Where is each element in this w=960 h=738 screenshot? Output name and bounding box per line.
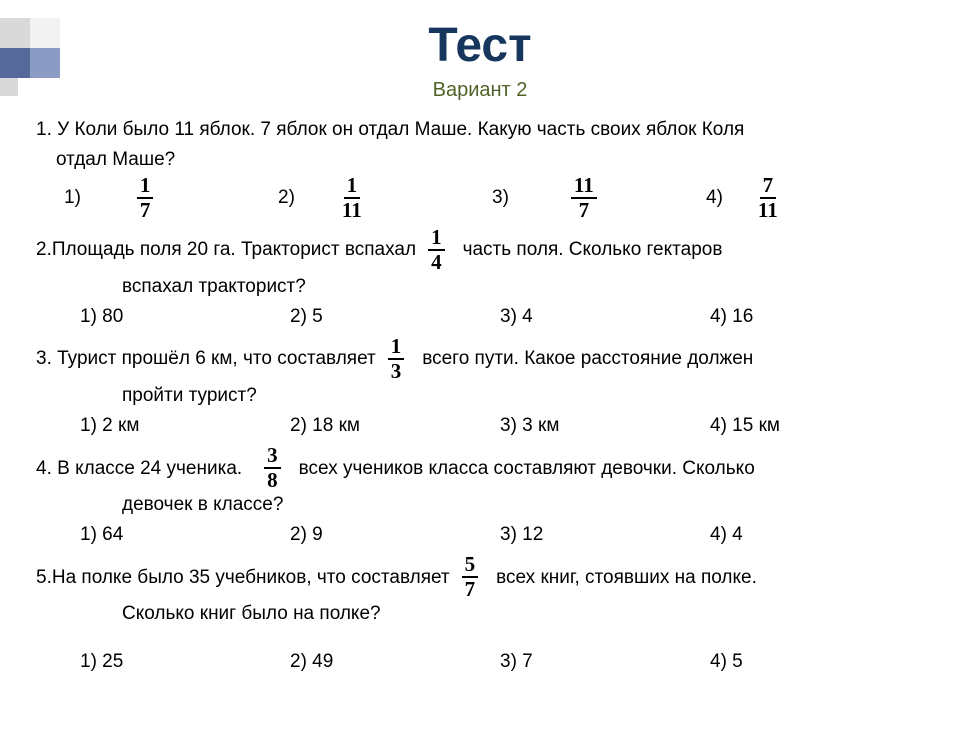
q1-opt1: 1) 17 bbox=[64, 175, 278, 221]
q1-opt3: 3) 117 bbox=[492, 175, 706, 221]
q5-line2: Сколько книг было на полке? bbox=[36, 600, 920, 628]
q3-post: всего пути. Какое расстояние должен bbox=[422, 345, 753, 373]
q4-frac: 38 bbox=[264, 445, 281, 491]
q5-post: всех книг, стоявших на полке. bbox=[496, 564, 757, 592]
q3-frac: 13 bbox=[388, 336, 405, 382]
q1-line1: 1. У Коли было 11 яблок. 7 яблок он отда… bbox=[36, 116, 920, 144]
q4-opt1: 1) 64 bbox=[80, 521, 290, 549]
q4-opt3: 3) 12 bbox=[500, 521, 710, 549]
q2-opt2: 2) 5 bbox=[290, 303, 500, 331]
q5-pre: 5.На полке было 35 учебников, что состав… bbox=[36, 564, 450, 592]
q2-opt3: 3) 4 bbox=[500, 303, 710, 331]
question-4: 4. В классе 24 ученика. 38 всех учеников… bbox=[36, 445, 920, 548]
q4-opt2: 2) 9 bbox=[290, 521, 500, 549]
q5-opt2: 2) 49 bbox=[290, 648, 500, 676]
q1-opt1-label: 1) bbox=[64, 184, 81, 212]
q3-pre: 3. Турист прошёл 6 км, что составляет bbox=[36, 345, 376, 373]
q1-opt3-frac: 117 bbox=[571, 175, 597, 221]
page-subtitle: Вариант 2 bbox=[0, 79, 960, 102]
q3-line1: 3. Турист прошёл 6 км, что составляет 13… bbox=[36, 336, 920, 382]
q1-opt4: 4) 711 bbox=[706, 175, 920, 221]
q5-options: 1) 25 2) 49 3) 7 4) 5 bbox=[36, 648, 920, 676]
q5-opt1: 1) 25 bbox=[80, 648, 290, 676]
q4-opt4: 4) 4 bbox=[710, 521, 920, 549]
question-3: 3. Турист прошёл 6 км, что составляет 13… bbox=[36, 336, 920, 439]
q2-line1: 2.Площадь поля 20 га. Тракторист вспахал… bbox=[36, 227, 920, 273]
question-5: 5.На полке было 35 учебников, что состав… bbox=[36, 554, 920, 675]
q5-frac: 57 bbox=[462, 554, 479, 600]
q5-opt3: 3) 7 bbox=[500, 648, 710, 676]
q2-opt4: 4) 16 bbox=[710, 303, 920, 331]
q1-opt2-label: 2) bbox=[278, 184, 295, 212]
q3-opt4: 4) 15 км bbox=[710, 412, 920, 440]
q1-opt4-label: 4) bbox=[706, 184, 723, 212]
q2-line2: вспахал тракторист? bbox=[36, 273, 920, 301]
question-1: 1. У Коли было 11 яблок. 7 яблок он отда… bbox=[36, 116, 920, 221]
q4-pre: 4. В классе 24 ученика. bbox=[36, 455, 242, 483]
q1-opt3-label: 3) bbox=[492, 184, 509, 212]
q2-pre: 2.Площадь поля 20 га. Тракторист вспахал bbox=[36, 236, 416, 264]
q1-opt1-frac: 17 bbox=[137, 175, 154, 221]
q1-options: 1) 17 2) 111 3) 117 4) 711 bbox=[36, 175, 920, 221]
question-2: 2.Площадь поля 20 га. Тракторист вспахал… bbox=[36, 227, 920, 330]
q2-options: 1) 80 2) 5 3) 4 4) 16 bbox=[36, 303, 920, 331]
q3-opt3: 3) 3 км bbox=[500, 412, 710, 440]
q3-options: 1) 2 км 2) 18 км 3) 3 км 4) 15 км bbox=[36, 412, 920, 440]
q5-line1: 5.На полке было 35 учебников, что состав… bbox=[36, 554, 920, 600]
q3-line2: пройти турист? bbox=[36, 382, 920, 410]
q1-opt2: 2) 111 bbox=[278, 175, 492, 221]
q3-opt2: 2) 18 км bbox=[290, 412, 500, 440]
page-title: Тест bbox=[0, 18, 960, 73]
q3-opt1: 1) 2 км bbox=[80, 412, 290, 440]
q2-post: часть поля. Сколько гектаров bbox=[463, 236, 723, 264]
q4-options: 1) 64 2) 9 3) 12 4) 4 bbox=[36, 521, 920, 549]
q4-line2: девочек в классе? bbox=[36, 491, 920, 519]
q1-opt2-frac: 111 bbox=[339, 175, 365, 221]
q4-post: всех учеников класса составляют девочки.… bbox=[299, 455, 755, 483]
q4-line1: 4. В классе 24 ученика. 38 всех учеников… bbox=[36, 445, 920, 491]
q2-frac: 14 bbox=[428, 227, 445, 273]
q5-opt4: 4) 5 bbox=[710, 648, 920, 676]
q1-opt4-frac: 711 bbox=[755, 175, 781, 221]
q2-opt1: 1) 80 bbox=[80, 303, 290, 331]
content: 1. У Коли было 11 яблок. 7 яблок он отда… bbox=[0, 116, 960, 675]
q1-line2: отдал Маше? bbox=[36, 146, 920, 174]
